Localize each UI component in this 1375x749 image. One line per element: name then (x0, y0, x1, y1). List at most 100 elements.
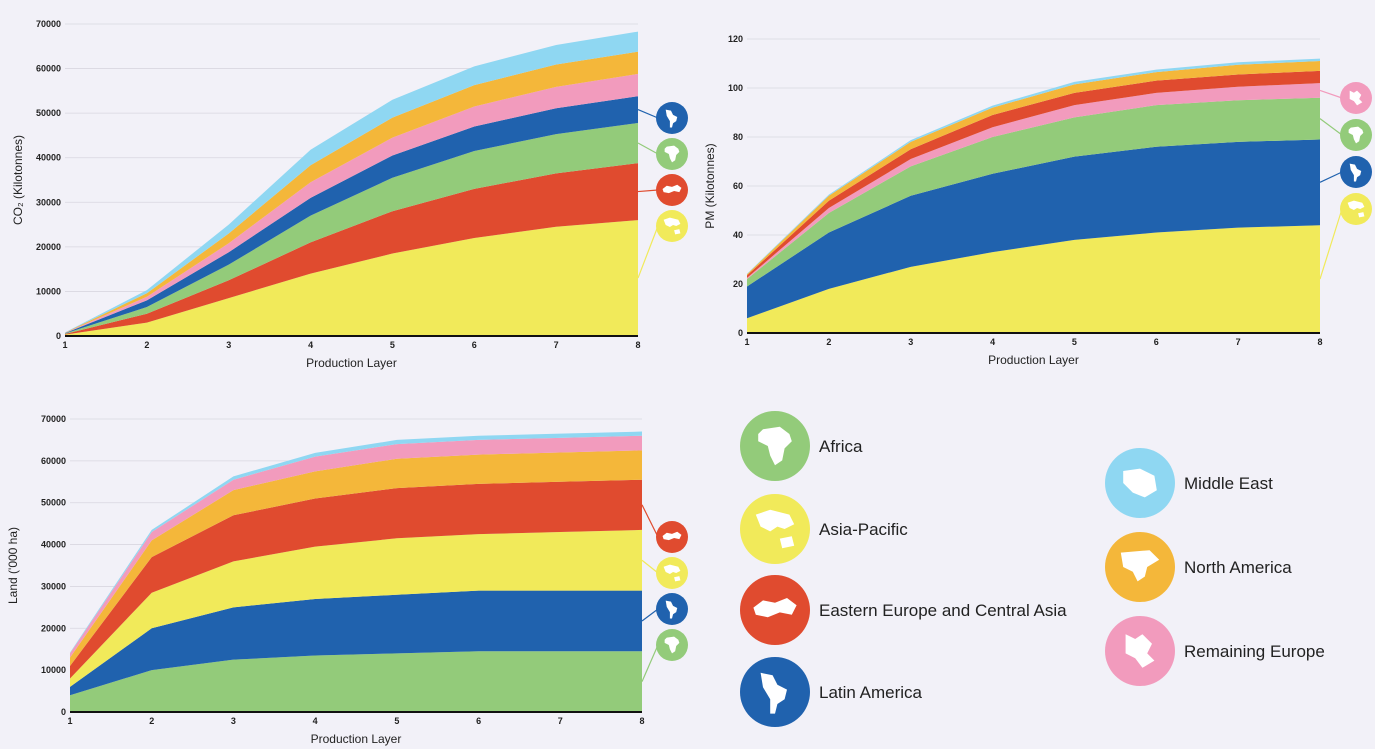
land-x-tick-label: 7 (558, 716, 563, 726)
africa-icon (758, 426, 792, 466)
africa-icon (664, 636, 680, 654)
legend-item-africa: Africa (740, 411, 863, 481)
co2-x-tick-label: 2 (144, 340, 149, 350)
land-x-axis-title: Production Layer (311, 732, 402, 746)
pm-y-tick-label: 120 (728, 34, 743, 44)
legend-label: North America (1184, 558, 1292, 577)
co2-x-tick-label: 8 (635, 340, 640, 350)
land-y-tick-label: 40000 (41, 540, 66, 550)
pm-y-tick-label: 40 (733, 230, 743, 240)
land-y-axis-title: Land ('000 ha) (6, 527, 20, 604)
co2-x-tick-label: 5 (390, 340, 395, 350)
co2-area-asia-pacific (65, 220, 638, 336)
asia-pacific-icon (1347, 200, 1365, 218)
pm-x-tick-label: 7 (1236, 337, 1241, 347)
asia-pacific-icon (663, 217, 681, 235)
co2-y-tick-label: 30000 (36, 197, 61, 207)
pm-marker-asia-pacific (1340, 193, 1372, 225)
pm-y-tick-label: 0 (738, 328, 743, 338)
co2-marker-leader (637, 189, 659, 193)
land-x-tick-label: 4 (313, 716, 318, 726)
co2-marker-leader (637, 109, 659, 119)
pm-marker-leader (1319, 118, 1343, 136)
co2-y-tick-label: 0 (56, 331, 61, 341)
co2-y-axis-title: CO₂ (Kilotonnes) (11, 135, 25, 225)
co2-marker-asia-pacific (656, 210, 688, 242)
co2-x-axis-title: Production Layer (306, 356, 397, 370)
land-area-latin-america (70, 590, 642, 696)
land-y-tick-label: 0 (61, 707, 66, 717)
pm-area-remaining-europe (747, 83, 1320, 280)
legend-label: Eastern Europe and Central Asia (819, 601, 1067, 620)
pm-x-tick-label: 2 (826, 337, 831, 347)
legend-swatch (740, 494, 810, 564)
pm-x-tick-label: 1 (744, 337, 749, 347)
co2-area-remaining-europe (65, 73, 638, 334)
pm-marker-leader (1319, 208, 1343, 280)
latin-america-icon (760, 672, 787, 714)
land-marker-leader (641, 644, 659, 682)
land-y-tick-label: 30000 (41, 581, 66, 591)
remaining-europe-icon (1125, 634, 1155, 668)
latin-america-icon (665, 109, 678, 128)
land-marker-leader (641, 504, 659, 538)
middle-east-icon (1123, 468, 1157, 498)
pm-y-axis-title: PM (Kilotonnes) (703, 143, 717, 228)
latin-america-icon (1349, 163, 1362, 182)
land-y-tick-label: 20000 (41, 623, 66, 633)
pm-x-tick-label: 4 (990, 337, 995, 347)
co2-y-tick-label: 50000 (36, 108, 61, 118)
land-x-tick-label: 3 (231, 716, 236, 726)
legend-item-north-america: North America (1105, 532, 1292, 602)
pm-y-tick-label: 100 (728, 83, 743, 93)
land-y-tick-label: 50000 (41, 498, 66, 508)
legend-label: Africa (819, 437, 863, 456)
asia-pacific-icon (755, 509, 795, 549)
co2-area-latin-america (65, 96, 638, 334)
land-area-africa (70, 651, 642, 712)
land-x-tick-label: 2 (149, 716, 154, 726)
africa-icon (664, 145, 680, 163)
north-america-icon (1120, 550, 1160, 582)
pm-area-north-america (747, 61, 1320, 276)
pm-area-africa (747, 97, 1320, 287)
legend-item-asia-pacific: Asia-Pacific (740, 494, 908, 564)
pm-y-tick-label: 80 (733, 132, 743, 142)
pm-y-tick-label: 20 (733, 279, 743, 289)
co2-area-north-america (65, 51, 638, 333)
co2-area-africa (65, 122, 638, 334)
pm-y-tick-label: 60 (733, 181, 743, 191)
asia-pacific-icon (663, 564, 681, 582)
land-y-tick-label: 60000 (41, 456, 66, 466)
land-x-tick-label: 5 (394, 716, 399, 726)
land-area-asia-pacific (70, 529, 642, 687)
co2-y-tick-label: 10000 (36, 286, 61, 296)
co2-x-tick-label: 1 (62, 340, 67, 350)
co2-y-tick-label: 70000 (36, 19, 61, 29)
pm-area-asia-pacific (747, 225, 1320, 333)
legend-item-latin-america: Latin America (740, 657, 923, 727)
land-marker-asia-pacific (656, 557, 688, 589)
eastern-europe-icon (753, 598, 797, 618)
co2-y-tick-label: 20000 (36, 242, 61, 252)
pm-x-tick-label: 6 (1154, 337, 1159, 347)
co2-marker-leader (637, 225, 659, 279)
africa-icon (1348, 126, 1364, 144)
eastern-europe-and-central-asia-icon (662, 184, 682, 194)
legend-item-middle-east: Middle East (1105, 448, 1273, 518)
land-area-eastern-europe-and-central-asia (70, 479, 642, 679)
legend-label: Middle East (1184, 474, 1273, 493)
land-y-tick-label: 70000 (41, 414, 66, 424)
land-y-tick-label: 10000 (41, 665, 66, 675)
remaining-europe-icon (1349, 90, 1363, 106)
pm-marker-leader (1319, 171, 1343, 183)
land-x-tick-label: 6 (476, 716, 481, 726)
pm-marker-leader (1319, 89, 1343, 99)
eastern-europe-and-central-asia-icon (662, 531, 682, 541)
co2-x-tick-label: 3 (226, 340, 231, 350)
land-area-north-america (70, 450, 642, 666)
